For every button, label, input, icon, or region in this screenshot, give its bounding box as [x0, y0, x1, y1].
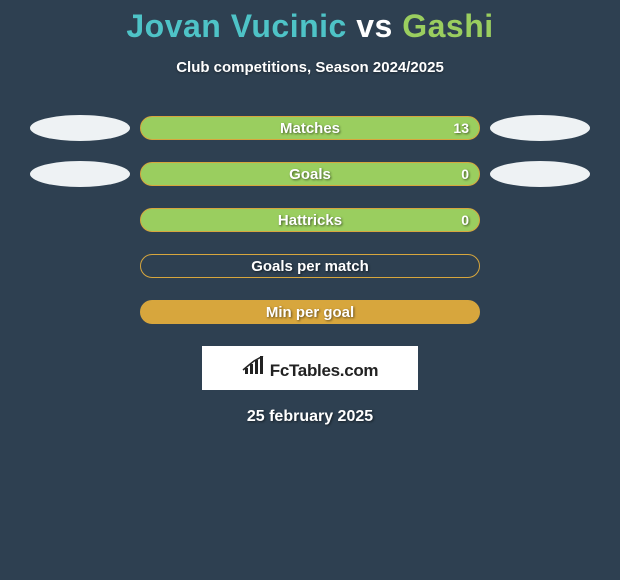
subtitle: Club competitions, Season 2024/2025: [0, 59, 620, 76]
right-ellipse: [490, 161, 590, 187]
infographic-root: Jovan Vucinic vs Gashi Club competitions…: [0, 0, 620, 580]
logo-box: FcTables.com: [202, 346, 418, 390]
title-player2: Gashi: [402, 8, 493, 44]
stat-row: Goals per match: [0, 254, 620, 278]
value-right: 0: [461, 212, 469, 228]
stat-rows: Matches 13 Goals 0 Hattr: [0, 116, 620, 324]
stat-bar-goals-per-match: Goals per match: [140, 254, 480, 278]
bar-label: Min per goal: [266, 304, 354, 321]
value-right: 13: [453, 120, 469, 136]
stat-bar-min-per-goal: Min per goal: [140, 300, 480, 324]
logo: FcTables.com: [242, 356, 379, 381]
title-player1: Jovan Vucinic: [126, 8, 347, 44]
logo-text: FcTables.com: [270, 361, 379, 381]
bar-label: Goals: [289, 166, 331, 183]
stat-bar-hattricks: Hattricks 0: [140, 208, 480, 232]
stat-row: Matches 13: [0, 116, 620, 140]
bar-label: Hattricks: [278, 212, 342, 229]
stat-row: Min per goal: [0, 300, 620, 324]
title-vs: vs: [356, 8, 393, 44]
right-ellipse: [490, 115, 590, 141]
stat-bar-matches: Matches 13: [140, 116, 480, 140]
bar-chart-icon: [242, 356, 266, 376]
bar-label: Goals per match: [251, 258, 369, 275]
stat-bar-goals: Goals 0: [140, 162, 480, 186]
right-side: [480, 161, 600, 187]
stat-row: Hattricks 0: [0, 208, 620, 232]
value-right: 0: [461, 166, 469, 182]
left-ellipse: [30, 161, 130, 187]
left-ellipse: [30, 115, 130, 141]
date-label: 25 february 2025: [0, 408, 620, 426]
page-title: Jovan Vucinic vs Gashi: [0, 0, 620, 45]
stat-row: Goals 0: [0, 162, 620, 186]
right-side: [480, 115, 600, 141]
left-side: [20, 161, 140, 187]
bar-label: Matches: [280, 120, 340, 137]
left-side: [20, 115, 140, 141]
